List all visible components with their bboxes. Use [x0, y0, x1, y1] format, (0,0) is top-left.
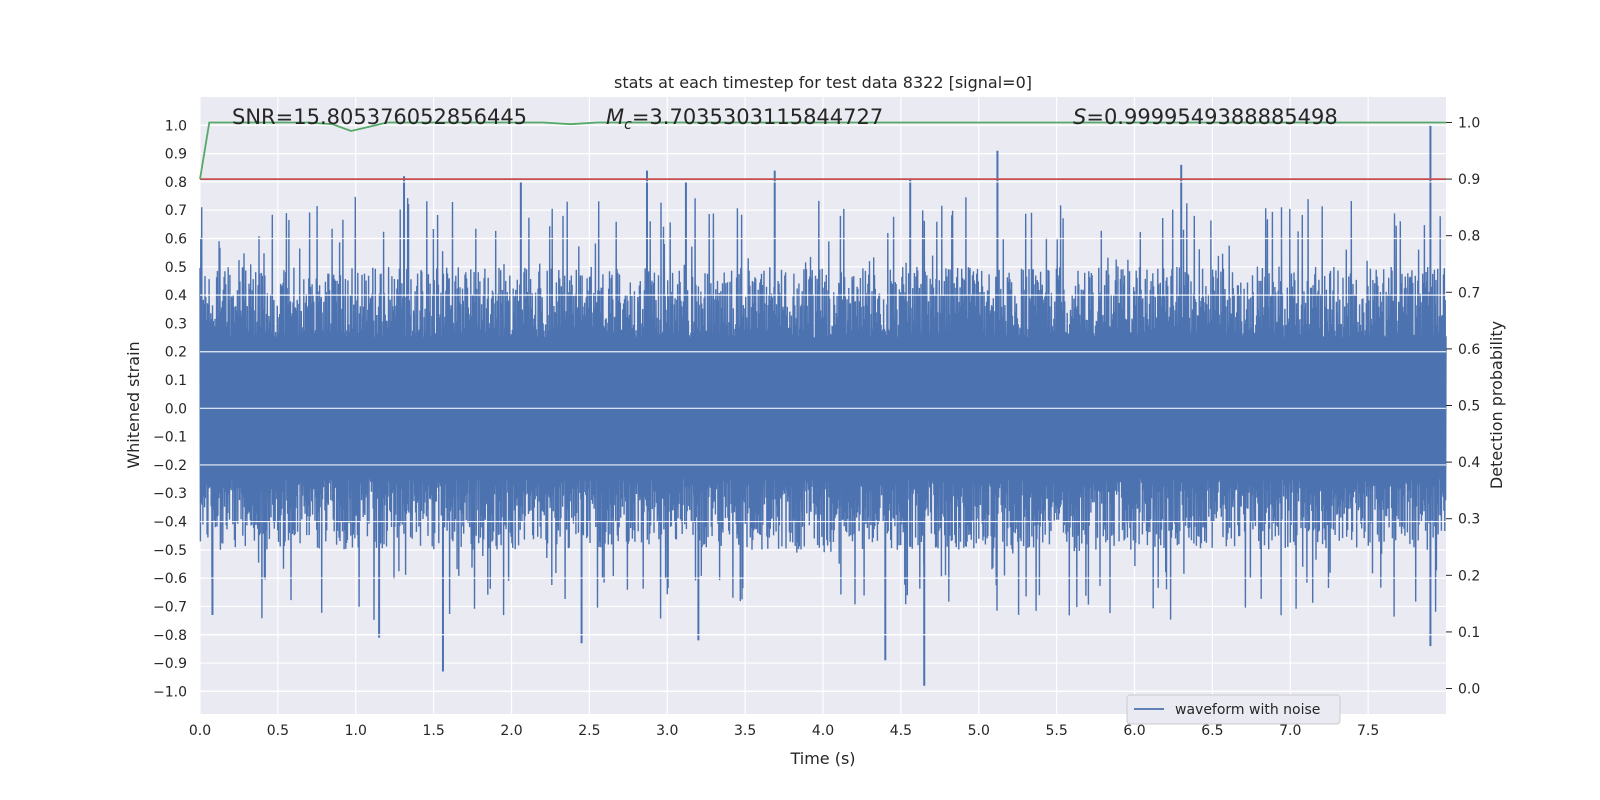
- y2-tick-label: 0.1: [1458, 625, 1480, 641]
- legend-box: [1126, 694, 1341, 725]
- y-tick-label: −0.6: [153, 571, 187, 587]
- y-tick-label: 1.0: [165, 118, 187, 134]
- s-symbol: S: [1073, 105, 1086, 129]
- x-tick-label: 0.5: [267, 723, 289, 739]
- probability-series: [199, 121, 1446, 180]
- probability-line: [199, 121, 1446, 180]
- y-tick-label: 0.6: [165, 232, 187, 248]
- s-value: =0.9999549388885498: [1086, 105, 1337, 129]
- y-tick-label: −0.1: [153, 430, 187, 446]
- y-tick-label: −0.3: [153, 486, 187, 502]
- legend-label: waveform with noise: [1175, 702, 1320, 718]
- y-tick-label: 0.2: [165, 345, 187, 361]
- y2-tick-label: 0.2: [1458, 568, 1480, 584]
- y2-tick-label: 1.0: [1458, 115, 1480, 131]
- mc-symbol: M: [606, 105, 624, 129]
- y-tick-label: 0.3: [165, 316, 187, 332]
- y-axis-label: Whitened strain: [124, 341, 143, 468]
- waveform-series: [199, 124, 1447, 692]
- x-tick-label: 0.0: [189, 723, 211, 739]
- y2-tick-label: 0.4: [1458, 455, 1480, 471]
- x-tick-label: 5.0: [968, 723, 990, 739]
- y-tick-label: 0.0: [165, 401, 187, 417]
- x-tick-label: 3.0: [656, 723, 678, 739]
- x-tick-label: 6.0: [1123, 723, 1145, 739]
- x-tick-label: 6.5: [1201, 723, 1223, 739]
- x-tick-label: 4.5: [890, 723, 912, 739]
- y-tick-label: 0.8: [165, 175, 187, 191]
- x-tick-label: 5.5: [1045, 723, 1067, 739]
- x-tick-label: 2.5: [578, 723, 600, 739]
- y-tick-label: 0.9: [165, 147, 187, 163]
- y-tick-label: −0.2: [153, 458, 187, 474]
- y2-axis-label: Detection probability: [1487, 321, 1506, 489]
- x-tick-label: 1.5: [422, 723, 444, 739]
- y-tick-label: −0.7: [153, 599, 187, 615]
- x-tick-label: 2.0: [500, 723, 522, 739]
- mc-value: =3.7035303115844727: [632, 105, 883, 129]
- waveform-core-band: [200, 351, 1446, 460]
- waveform-line: [199, 196, 1447, 620]
- legend: waveform with noise: [1126, 694, 1341, 725]
- score-annotation: S=0.9999549388885498: [1073, 105, 1338, 129]
- chirp-mass-annotation: Mc=3.7035303115844727: [606, 105, 883, 133]
- y-tick-label: 0.4: [165, 288, 187, 304]
- y2-tick-label: 0.3: [1458, 512, 1480, 528]
- x-tick-label: 7.5: [1357, 723, 1379, 739]
- y2-tick-label: 0.9: [1458, 172, 1480, 188]
- snr-annotation: SNR=15.805376052856445: [232, 105, 527, 129]
- x-tick-label: 7.0: [1279, 723, 1301, 739]
- y2-tick-label: 0.5: [1458, 399, 1480, 415]
- x-axis-label: Time (s): [789, 749, 855, 768]
- y2-tick-label: 0.0: [1458, 682, 1480, 698]
- mc-subscript: c: [624, 117, 632, 133]
- y-tick-label: 0.5: [165, 260, 187, 276]
- y2-tick-label: 0.7: [1458, 285, 1480, 301]
- y-tick-label: −0.4: [153, 515, 187, 531]
- chart-title: stats at each timestep for test data 832…: [614, 73, 1032, 92]
- y-tick-label: −0.9: [153, 656, 187, 672]
- x-tick-label: 1.0: [345, 723, 367, 739]
- y2-tick-label: 0.6: [1458, 342, 1480, 358]
- x-tick-label: 4.0: [812, 723, 834, 739]
- y-tick-label: −0.8: [153, 628, 187, 644]
- y-tick-label: 0.7: [165, 203, 187, 219]
- y-tick-label: −0.5: [153, 543, 187, 559]
- x-tick-label: 3.5: [734, 723, 756, 739]
- y-tick-label: −1.0: [153, 684, 187, 700]
- y2-tick-label: 0.8: [1458, 229, 1480, 245]
- y-tick-label: 0.1: [165, 373, 187, 389]
- axis-ticks: 0.0 0.5 1.0 1.5 2.0 2.5 3.0 3.5 4.0 4.5 5.0 5.5 6.0 6…: [153, 115, 1480, 739]
